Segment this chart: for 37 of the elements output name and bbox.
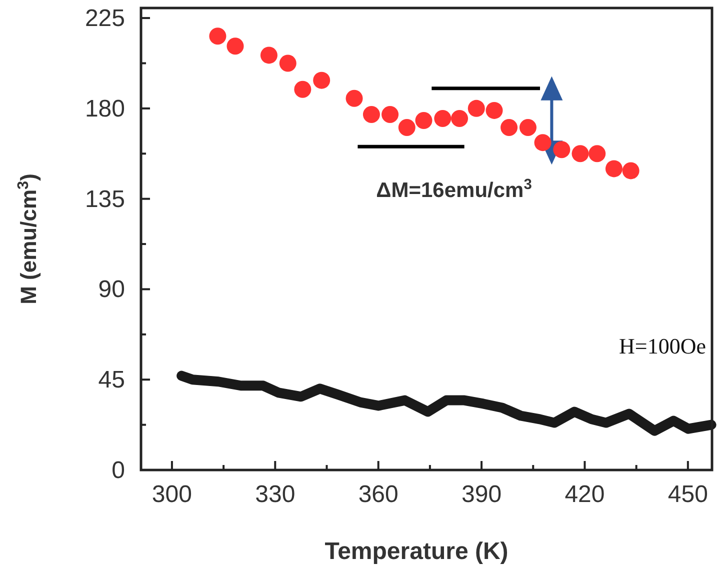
y-tick-label: 0 xyxy=(112,457,125,484)
x-tick-label: 360 xyxy=(358,481,398,508)
point xyxy=(451,110,468,127)
x-tick-label: 330 xyxy=(255,481,296,508)
annotation: H=100Oe xyxy=(619,333,706,358)
x-tick-label: 450 xyxy=(668,481,708,508)
point xyxy=(398,119,416,136)
y-tick-label: 135 xyxy=(84,186,125,213)
annotation: ΔM=16emu/cm$^{3}$ xyxy=(376,176,532,202)
point xyxy=(415,112,432,129)
point xyxy=(382,106,399,123)
point xyxy=(572,145,589,162)
y-tick-label: 90 xyxy=(98,276,125,304)
x-axis-title: Temperature (K) xyxy=(324,538,508,565)
point xyxy=(346,90,363,107)
point xyxy=(313,72,330,89)
point xyxy=(622,162,640,180)
point xyxy=(534,134,552,152)
point xyxy=(226,38,244,55)
point xyxy=(605,160,622,178)
y-tick-label: 225 xyxy=(84,5,125,32)
point xyxy=(486,102,503,119)
point xyxy=(294,80,312,98)
point xyxy=(500,119,518,136)
point xyxy=(519,119,536,136)
point xyxy=(362,106,380,123)
x-tick-label: 420 xyxy=(564,481,605,508)
point xyxy=(209,28,226,45)
point xyxy=(468,100,485,117)
x-tick-label: 300 xyxy=(152,481,192,508)
y-tick-label: 180 xyxy=(84,95,125,122)
y-tick-label: 45 xyxy=(98,366,125,394)
point xyxy=(260,46,278,64)
point xyxy=(434,110,452,127)
point xyxy=(588,145,606,162)
x-tick-label: 390 xyxy=(462,481,502,508)
point xyxy=(279,54,296,72)
